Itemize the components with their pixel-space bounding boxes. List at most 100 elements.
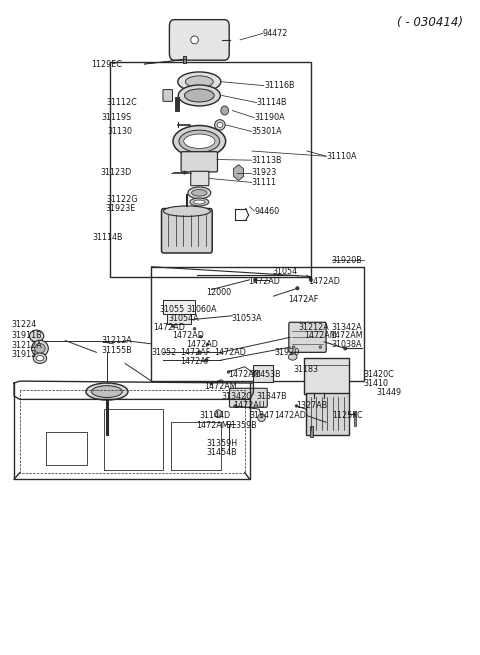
Text: 1472AM: 1472AM [204, 382, 237, 391]
Text: 31911B: 31911B [11, 331, 42, 340]
Ellipse shape [210, 383, 213, 385]
Ellipse shape [178, 72, 221, 92]
FancyBboxPatch shape [306, 393, 348, 435]
Text: 1472AD: 1472AD [275, 411, 306, 421]
Ellipse shape [92, 386, 122, 398]
Text: 31359H: 31359H [206, 440, 238, 448]
Text: 31038A: 31038A [331, 340, 361, 349]
Text: 31923E: 31923E [105, 204, 135, 213]
Ellipse shape [192, 189, 207, 196]
Text: 1472AF: 1472AF [180, 348, 210, 358]
Ellipse shape [206, 343, 209, 346]
Bar [163, 300, 194, 314]
Text: 31212A: 31212A [11, 341, 42, 350]
Ellipse shape [173, 126, 226, 157]
Ellipse shape [29, 330, 44, 342]
Bar [311, 426, 313, 438]
Text: 31053A: 31053A [232, 314, 263, 323]
Text: 31119S: 31119S [101, 113, 132, 122]
Text: 31052: 31052 [152, 348, 177, 358]
Text: 1472AU: 1472AU [233, 402, 264, 411]
Ellipse shape [344, 346, 347, 350]
Ellipse shape [205, 358, 208, 362]
Bar [175, 98, 179, 111]
Ellipse shape [32, 340, 48, 356]
Text: 94472: 94472 [263, 29, 288, 38]
Text: 31420C: 31420C [363, 370, 394, 379]
Ellipse shape [296, 287, 299, 290]
Ellipse shape [193, 328, 196, 330]
Text: 31920: 31920 [275, 348, 300, 358]
Text: 1327AB: 1327AB [297, 402, 328, 411]
Text: 1472AD: 1472AD [214, 348, 246, 358]
Text: 31155B: 31155B [101, 346, 132, 355]
Text: 31212A: 31212A [299, 323, 329, 332]
Text: 31410: 31410 [363, 379, 388, 388]
Ellipse shape [221, 106, 228, 115]
FancyBboxPatch shape [161, 208, 212, 253]
Text: 1129EC: 1129EC [92, 60, 122, 69]
Ellipse shape [227, 371, 230, 373]
Ellipse shape [198, 350, 201, 354]
Text: 1472AF: 1472AF [288, 295, 318, 304]
Text: 1472AD: 1472AD [172, 331, 204, 341]
Text: 31123D: 31123D [100, 168, 132, 177]
Text: 31114B: 31114B [93, 233, 123, 242]
Ellipse shape [258, 414, 265, 422]
Text: 1472AM: 1472AM [196, 421, 228, 430]
Text: 31342C: 31342C [222, 392, 252, 401]
FancyBboxPatch shape [181, 152, 217, 172]
Ellipse shape [217, 122, 223, 128]
Text: 31347B: 31347B [257, 392, 288, 401]
Text: 31923: 31923 [252, 168, 277, 177]
Text: 31060A: 31060A [186, 305, 217, 314]
Ellipse shape [234, 405, 237, 407]
Bar [152, 267, 364, 381]
FancyBboxPatch shape [191, 172, 209, 185]
FancyBboxPatch shape [169, 20, 229, 60]
Text: 31111: 31111 [252, 178, 276, 187]
Text: 31114B: 31114B [257, 98, 287, 107]
Bar [110, 62, 311, 276]
Ellipse shape [33, 353, 47, 364]
FancyBboxPatch shape [163, 90, 172, 102]
Ellipse shape [295, 405, 298, 407]
Text: 31224: 31224 [11, 320, 36, 329]
Text: 1125KC: 1125KC [332, 411, 362, 421]
Text: 1472AD: 1472AD [249, 277, 280, 286]
Ellipse shape [292, 346, 295, 348]
Text: 31054: 31054 [273, 267, 298, 276]
Text: 31122G: 31122G [106, 195, 137, 204]
Text: 31454B: 31454B [206, 449, 237, 457]
Ellipse shape [86, 383, 128, 400]
Text: 31449: 31449 [376, 388, 401, 398]
Ellipse shape [288, 354, 297, 360]
Ellipse shape [185, 76, 213, 88]
Text: 1472AD: 1472AD [186, 340, 218, 349]
Ellipse shape [35, 343, 45, 353]
Text: 31144D: 31144D [199, 411, 230, 421]
FancyBboxPatch shape [304, 358, 348, 394]
Text: 31212A: 31212A [101, 336, 132, 345]
Ellipse shape [193, 200, 205, 204]
Text: 1472AD: 1472AD [153, 323, 185, 332]
Text: ( - 030414): ( - 030414) [396, 16, 463, 29]
Text: 31347: 31347 [250, 411, 275, 421]
FancyBboxPatch shape [289, 322, 326, 352]
Text: 12000: 12000 [206, 288, 232, 297]
FancyBboxPatch shape [229, 388, 267, 407]
Bar [354, 411, 356, 426]
Text: 1472AM: 1472AM [305, 331, 337, 341]
Ellipse shape [190, 198, 209, 206]
Text: 31190A: 31190A [254, 113, 285, 122]
Ellipse shape [199, 335, 202, 338]
Text: 31183: 31183 [294, 365, 319, 374]
Ellipse shape [36, 356, 44, 361]
Text: 31055: 31055 [159, 305, 185, 314]
Text: 31116B: 31116B [264, 81, 294, 90]
Ellipse shape [188, 187, 211, 198]
Text: 31130: 31130 [108, 127, 133, 136]
FancyBboxPatch shape [253, 365, 273, 382]
Bar [182, 56, 186, 63]
Ellipse shape [215, 410, 222, 418]
